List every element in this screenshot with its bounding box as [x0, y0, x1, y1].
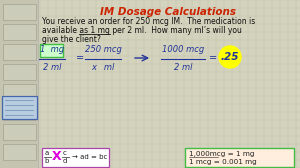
Text: 250 mcg: 250 mcg	[85, 46, 122, 54]
FancyBboxPatch shape	[2, 143, 35, 159]
FancyBboxPatch shape	[2, 123, 35, 139]
Text: give the client?: give the client?	[42, 35, 101, 44]
Text: → ad = bc: → ad = bc	[72, 154, 107, 160]
Text: IM Dosage Calculations: IM Dosage Calculations	[100, 7, 236, 17]
Text: 1  mg: 1 mg	[40, 46, 64, 54]
FancyBboxPatch shape	[2, 95, 37, 118]
Text: d: d	[63, 158, 67, 164]
Text: b: b	[45, 158, 49, 164]
Text: You receive an order for 250 mcg IM.  The medication is: You receive an order for 250 mcg IM. The…	[42, 17, 255, 26]
FancyBboxPatch shape	[41, 148, 109, 166]
Text: 1000 mcg: 1000 mcg	[162, 46, 204, 54]
FancyBboxPatch shape	[2, 83, 35, 99]
FancyBboxPatch shape	[2, 64, 35, 79]
Text: 1 mcg = 0.001 mg: 1 mcg = 0.001 mg	[189, 159, 257, 165]
FancyBboxPatch shape	[184, 148, 293, 166]
Text: =: =	[209, 53, 217, 63]
FancyBboxPatch shape	[2, 24, 35, 39]
FancyBboxPatch shape	[2, 44, 35, 59]
Text: =: =	[76, 53, 84, 63]
FancyBboxPatch shape	[0, 0, 38, 168]
Text: X: X	[52, 151, 62, 163]
Text: .25: .25	[221, 52, 239, 62]
FancyBboxPatch shape	[2, 4, 35, 19]
Text: x   ml: x ml	[91, 62, 115, 72]
Text: 2 ml: 2 ml	[43, 62, 61, 72]
Text: available as 1 mg per 2 ml.  How many ml’s will you: available as 1 mg per 2 ml. How many ml’…	[42, 26, 242, 35]
Text: 1,000mcg = 1 mg: 1,000mcg = 1 mg	[189, 151, 254, 157]
FancyBboxPatch shape	[40, 44, 62, 56]
Text: a: a	[45, 150, 49, 156]
Text: c: c	[63, 150, 67, 156]
Circle shape	[219, 46, 241, 68]
Text: 2 ml: 2 ml	[174, 62, 192, 72]
FancyBboxPatch shape	[2, 103, 35, 119]
